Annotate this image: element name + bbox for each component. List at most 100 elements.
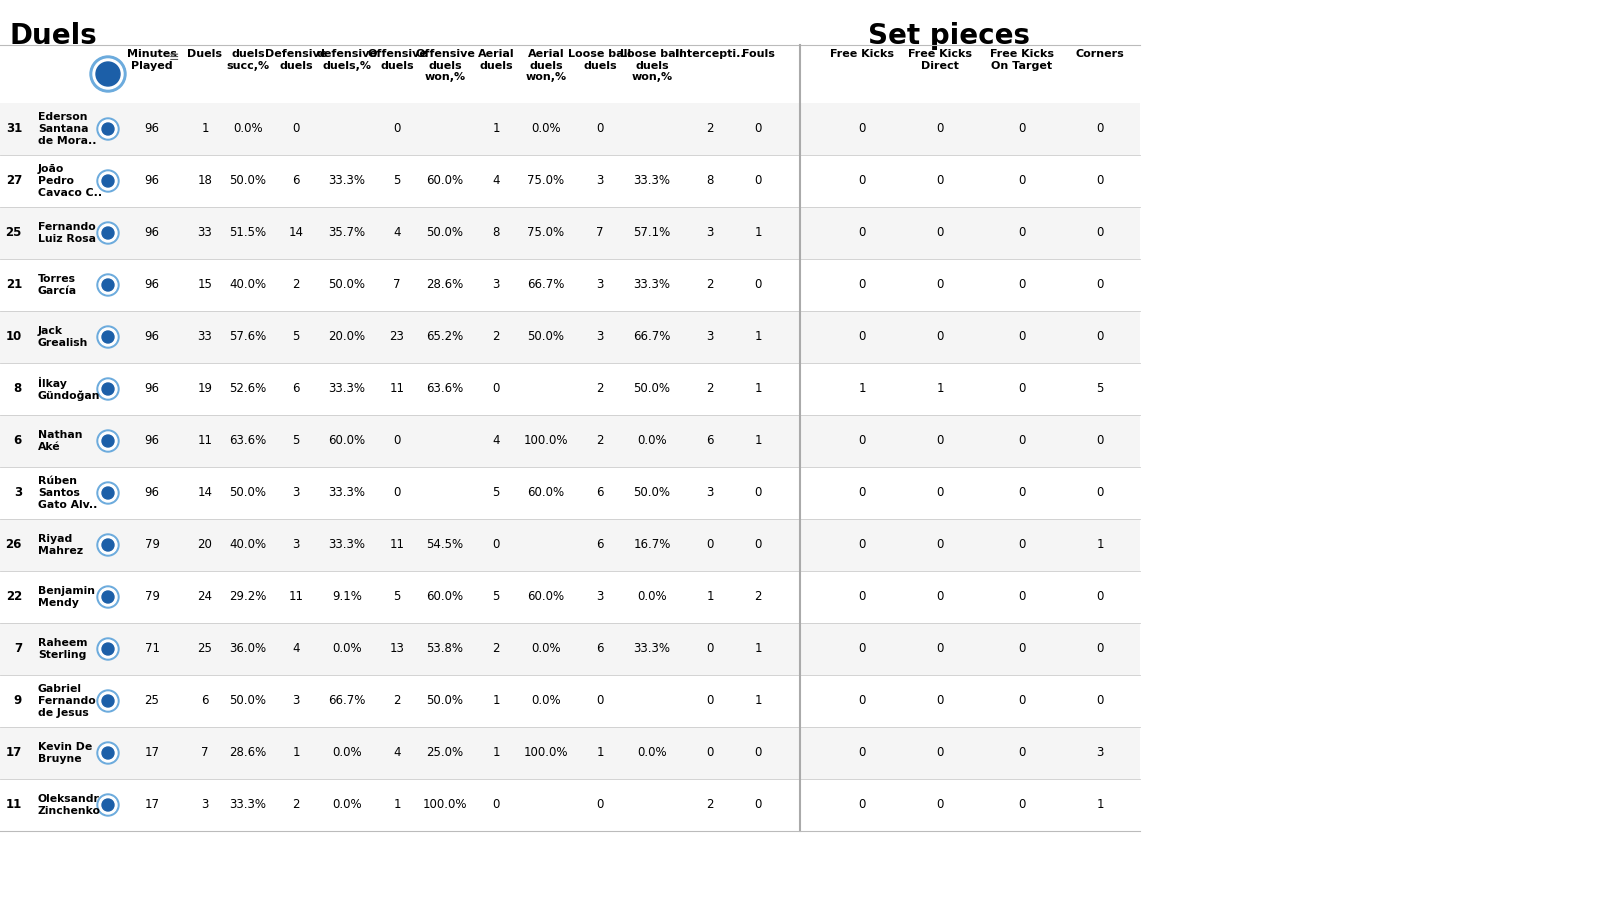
- Text: 20: 20: [197, 538, 213, 552]
- Text: Torres
García: Torres García: [38, 274, 77, 296]
- Text: 96: 96: [144, 227, 160, 239]
- Text: defensive
duels,%: defensive duels,%: [317, 49, 378, 70]
- Text: 1: 1: [1096, 798, 1104, 812]
- Text: 0: 0: [936, 487, 944, 500]
- Text: Benjamin
Mendy: Benjamin Mendy: [38, 586, 94, 608]
- Text: 60.0%: 60.0%: [528, 590, 565, 604]
- Text: 0: 0: [858, 746, 866, 760]
- Circle shape: [99, 588, 117, 606]
- Text: 0: 0: [394, 487, 400, 500]
- Text: 0: 0: [936, 435, 944, 447]
- Text: Aerial
duels: Aerial duels: [478, 49, 514, 70]
- Circle shape: [93, 59, 123, 89]
- Text: 3: 3: [706, 330, 714, 344]
- Text: 0: 0: [1018, 746, 1026, 760]
- Text: 3: 3: [597, 590, 603, 604]
- Circle shape: [102, 331, 114, 343]
- Text: 6: 6: [597, 487, 603, 500]
- Text: 2: 2: [706, 122, 714, 136]
- Text: 1: 1: [706, 590, 714, 604]
- Text: 0: 0: [936, 330, 944, 344]
- Text: Loose ball
duels: Loose ball duels: [568, 49, 632, 70]
- Bar: [0, 675, 1139, 727]
- Text: 0: 0: [1018, 538, 1026, 552]
- Text: Free Kicks
On Target: Free Kicks On Target: [990, 49, 1054, 70]
- Text: 11: 11: [6, 798, 22, 812]
- Text: 96: 96: [144, 435, 160, 447]
- Text: 50.0%: 50.0%: [634, 487, 670, 500]
- Text: Fernando
Luiz Rosa: Fernando Luiz Rosa: [38, 222, 96, 244]
- Text: Free Kicks: Free Kicks: [830, 49, 894, 59]
- Text: 0: 0: [1018, 330, 1026, 344]
- Circle shape: [102, 227, 114, 239]
- Text: 0.0%: 0.0%: [333, 746, 362, 760]
- Text: 0: 0: [936, 122, 944, 136]
- Text: 11: 11: [389, 538, 405, 552]
- Text: 0: 0: [706, 538, 714, 552]
- Text: 0: 0: [706, 695, 714, 707]
- Circle shape: [99, 276, 117, 294]
- Text: 0: 0: [1096, 487, 1104, 500]
- Text: 0.0%: 0.0%: [531, 695, 562, 707]
- Text: 14: 14: [197, 487, 213, 500]
- Text: 33: 33: [198, 227, 213, 239]
- Text: 1: 1: [754, 227, 762, 239]
- Text: 63.6%: 63.6%: [229, 435, 267, 447]
- Text: 0: 0: [858, 278, 866, 292]
- Text: 0: 0: [1096, 175, 1104, 187]
- Text: 100.0%: 100.0%: [523, 746, 568, 760]
- Text: 2: 2: [597, 435, 603, 447]
- Text: 2: 2: [293, 278, 299, 292]
- Circle shape: [98, 378, 118, 400]
- Circle shape: [99, 172, 117, 190]
- Text: 25: 25: [197, 643, 213, 655]
- Text: 3: 3: [597, 175, 603, 187]
- Text: 3: 3: [202, 798, 208, 812]
- Text: 7: 7: [394, 278, 400, 292]
- Bar: [0, 363, 1139, 415]
- Circle shape: [90, 56, 126, 92]
- Circle shape: [98, 118, 118, 140]
- Text: 35.7%: 35.7%: [328, 227, 365, 239]
- Circle shape: [102, 123, 114, 135]
- Bar: [0, 519, 1139, 571]
- Bar: [0, 727, 1139, 779]
- Text: 100.0%: 100.0%: [523, 435, 568, 447]
- Text: 0: 0: [858, 227, 866, 239]
- Text: 40.0%: 40.0%: [229, 278, 267, 292]
- Text: 0: 0: [936, 227, 944, 239]
- Text: Nathan
Aké: Nathan Aké: [38, 430, 83, 452]
- Text: 50.0%: 50.0%: [229, 695, 267, 707]
- Text: 1: 1: [202, 122, 208, 136]
- Circle shape: [98, 482, 118, 504]
- Text: 1: 1: [754, 435, 762, 447]
- Text: 0: 0: [1096, 278, 1104, 292]
- Text: 33.3%: 33.3%: [634, 175, 670, 187]
- Text: 0: 0: [706, 643, 714, 655]
- Text: 2: 2: [394, 695, 400, 707]
- Text: 9.1%: 9.1%: [333, 590, 362, 604]
- Text: 0: 0: [597, 122, 603, 136]
- Text: 33.3%: 33.3%: [328, 538, 365, 552]
- Text: 6: 6: [597, 643, 603, 655]
- Text: 0: 0: [936, 746, 944, 760]
- Text: 4: 4: [394, 227, 400, 239]
- Text: 5: 5: [394, 175, 400, 187]
- Text: 18: 18: [197, 175, 213, 187]
- Text: 0: 0: [1018, 435, 1026, 447]
- Text: 6: 6: [597, 538, 603, 552]
- Text: 57.1%: 57.1%: [634, 227, 670, 239]
- Circle shape: [102, 279, 114, 291]
- Text: 0: 0: [493, 538, 499, 552]
- Text: 0: 0: [858, 175, 866, 187]
- Text: 96: 96: [144, 175, 160, 187]
- Text: 36.0%: 36.0%: [229, 643, 267, 655]
- Text: 50.0%: 50.0%: [634, 382, 670, 395]
- Text: 3: 3: [293, 487, 299, 500]
- Text: 6: 6: [706, 435, 714, 447]
- Text: 75.0%: 75.0%: [528, 175, 565, 187]
- Text: 4: 4: [493, 175, 499, 187]
- Text: 5: 5: [1096, 382, 1104, 395]
- Text: 0: 0: [597, 798, 603, 812]
- Text: 96: 96: [144, 487, 160, 500]
